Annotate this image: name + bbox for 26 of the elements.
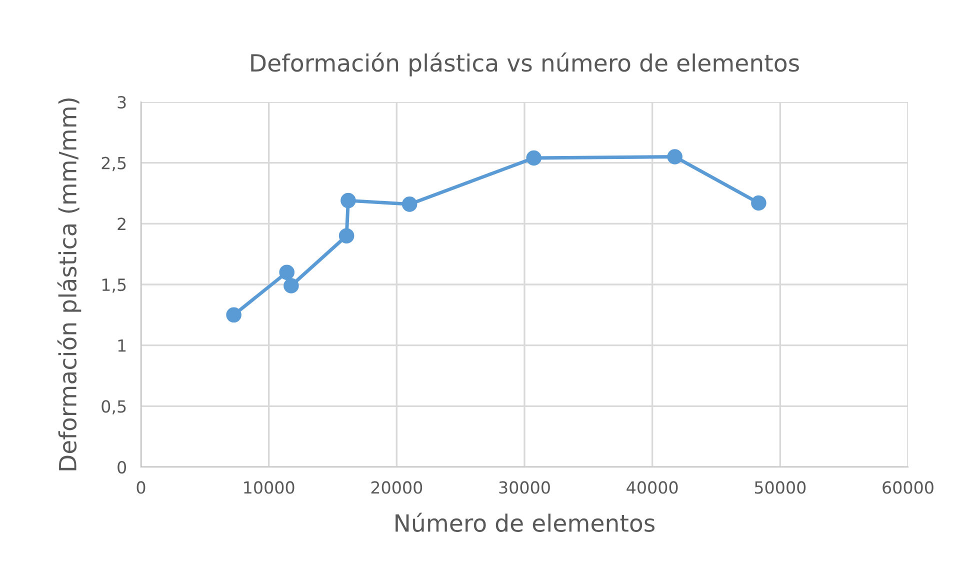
chart-title: Deformación plástica vs número de elementos [251,52,799,76]
point [526,150,542,166]
point [340,192,356,208]
x-tick-label: 60000 [882,481,934,494]
point [667,149,682,164]
y-tick-label: 3 [118,96,126,109]
y-axis-title: Deformación plástica (mm/mm) [57,98,82,470]
y-tick-label: 1,5 [102,278,126,293]
y-tick-label: 1 [118,340,126,352]
x-tick-label: 10000 [244,481,294,494]
x-tick-label: 20000 [371,481,422,494]
x-tick-label: 40000 [626,481,678,494]
y-tick-label: 0 [118,460,126,474]
point [226,307,242,323]
x-tick-label: 30000 [499,481,550,494]
point [338,228,354,244]
point [279,264,294,280]
y-tick-label: 0,5 [102,400,126,414]
point [284,278,299,294]
y-tick-label: 2 [118,218,126,230]
x-tick-label: 50000 [754,481,806,494]
point [402,196,418,212]
y-tick-label: 2,5 [102,156,126,172]
x-axis-title: Número de elementos [396,512,655,532]
point [751,195,766,211]
x-tick-label: 0 [136,481,146,494]
